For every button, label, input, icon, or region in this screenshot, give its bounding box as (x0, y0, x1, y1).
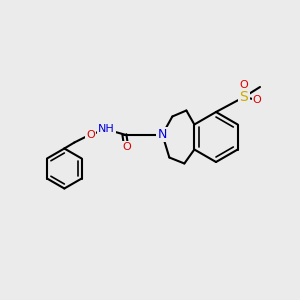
Text: O: O (86, 130, 95, 140)
Text: S: S (240, 90, 248, 104)
Text: O: O (122, 142, 131, 152)
Text: O: O (240, 80, 248, 90)
Text: N: N (158, 128, 167, 141)
Text: O: O (253, 95, 261, 105)
Text: NH: NH (98, 124, 115, 134)
